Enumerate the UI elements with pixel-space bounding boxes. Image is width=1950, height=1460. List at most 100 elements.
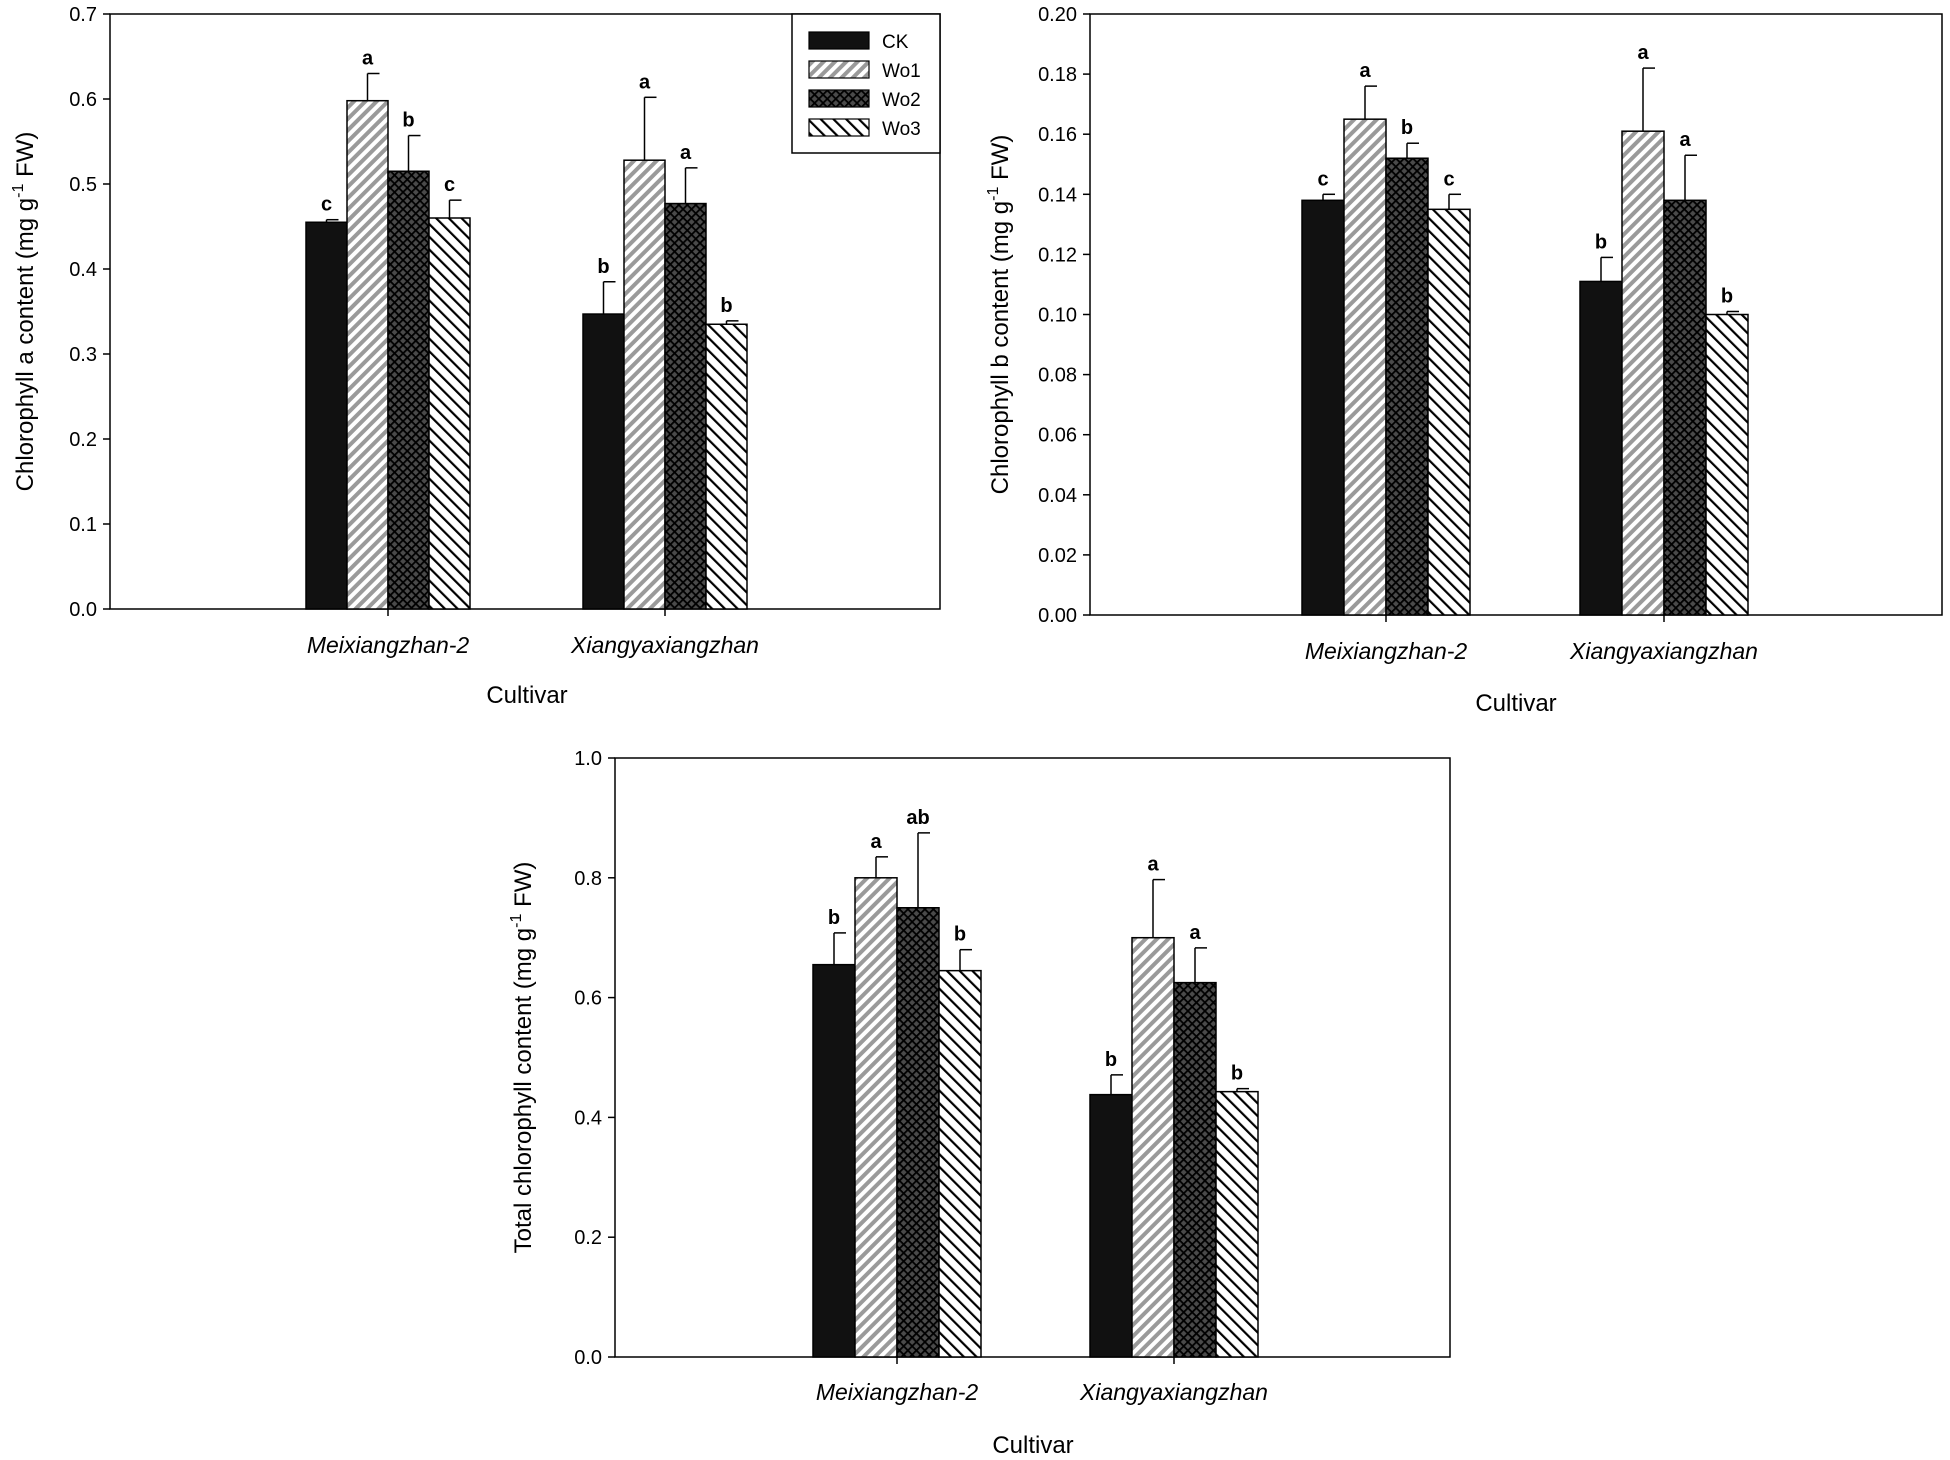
category-label: Xiangyaxiangzhan: [570, 632, 759, 658]
category-label: Xiangyaxiangzhan: [1079, 1379, 1268, 1405]
bar-ck: [1089, 1093, 1133, 1358]
significance-label: a: [870, 831, 882, 853]
x-axis-title: Cultivar: [1475, 690, 1556, 717]
category-label: Meixiangzhan-2: [1305, 638, 1468, 664]
significance-label: a: [680, 142, 692, 164]
y-tick-label: 0.02: [1038, 545, 1077, 567]
y-tick-label: 0.00: [1038, 605, 1077, 627]
y-tick-label: 0.6: [574, 988, 602, 1010]
y-tick-label: 0.1: [69, 514, 97, 536]
significance-label: b: [720, 295, 732, 317]
panel-chlorophyll-a: 0.0 0.1 0.2 0.3 0.4 0.5 0.6 0.7 Meixiangzhan-2 c a…: [10, 4, 941, 709]
y-axis-title-superscript: -1: [508, 914, 525, 928]
legend: CK Wo1 Wo2 Wo3: [791, 13, 941, 154]
bar-wo3: [1215, 1090, 1259, 1358]
bar-ck: [1579, 280, 1623, 616]
category-label: Meixiangzhan-2: [816, 1379, 979, 1405]
significance-label: c: [444, 174, 455, 196]
legend-swatch-wo2: [808, 89, 870, 108]
legend-swatch-ck: [808, 31, 870, 50]
significance-label: b: [1231, 1063, 1243, 1085]
significance-label: ab: [906, 807, 929, 829]
y-axis-title-unit: FW): [510, 862, 537, 914]
category-label: Xiangyaxiangzhan: [1569, 638, 1758, 664]
y-axis-title-unit: FW): [12, 132, 39, 184]
legend-label-wo2: Wo2: [882, 90, 921, 111]
significance-label: a: [1147, 854, 1159, 876]
legend-label-wo1: Wo1: [882, 61, 921, 82]
bar-ck: [1301, 199, 1345, 616]
y-tick-label: 0.6: [69, 89, 97, 111]
y-axis-title-main: Chlorophyll b content (mg g: [987, 201, 1014, 494]
y-tick-label: 0.04: [1038, 485, 1077, 507]
bar-wo2: [1385, 157, 1429, 616]
y-axis-title-superscript: -1: [985, 187, 1002, 201]
y-tick-label: 0.7: [69, 4, 97, 26]
y-tick-label: 0.3: [69, 344, 97, 366]
panel-total-chlorophyll: 0.00.20.40.60.81.0Meixiangzhan-2baabbXia…: [508, 748, 1451, 1459]
plot-frame: [109, 13, 941, 610]
y-tick-label: 0.4: [574, 1107, 602, 1129]
y-tick-label: 0.4: [69, 259, 97, 281]
significance-label: b: [597, 256, 609, 278]
y-tick-label: 0.10: [1038, 305, 1077, 327]
significance-label: b: [1105, 1049, 1117, 1071]
significance-label: c: [1443, 168, 1454, 190]
bar-wo3: [705, 323, 748, 610]
bar-ck: [812, 963, 856, 1358]
y-tick-label: 0.5: [69, 174, 97, 196]
bar-wo2: [1173, 981, 1217, 1358]
significance-label: b: [954, 924, 966, 946]
y-tick-label: 0.0: [69, 599, 97, 621]
significance-label: a: [362, 48, 374, 70]
bar-wo2: [387, 170, 430, 610]
y-axis-title-unit: FW): [987, 135, 1014, 187]
bar-wo3: [428, 217, 471, 610]
y-tick-label: 0.16: [1038, 124, 1077, 146]
y-tick-label: 0.14: [1038, 184, 1077, 206]
bar-wo3: [938, 969, 982, 1358]
bar-wo1: [346, 99, 389, 610]
y-axis-title: Chlorophyll b content (mg g-1 FW): [985, 135, 1014, 495]
y-tick-label: 0.0: [574, 1347, 602, 1369]
significance-label: a: [1637, 42, 1649, 64]
y-tick-label: 0.12: [1038, 244, 1077, 266]
bar-ck: [582, 313, 625, 610]
y-tick-label: 1.0: [574, 748, 602, 770]
bar-wo1: [1343, 118, 1387, 616]
significance-label: a: [1359, 60, 1371, 82]
category-label: Meixiangzhan-2: [307, 632, 470, 658]
plot-frame: [1089, 13, 1943, 616]
bar-wo3: [1427, 208, 1471, 616]
bar-ck: [305, 221, 348, 610]
y-tick-label: 0.08: [1038, 365, 1077, 387]
legend-label-ck: CK: [882, 32, 909, 53]
significance-label: b: [1595, 231, 1607, 253]
y-axis-title-superscript: -1: [10, 184, 27, 198]
y-axis-title-main: Total chlorophyll content (mg g: [510, 928, 537, 1254]
legend-swatch-wo1: [808, 60, 870, 79]
bar-wo2: [664, 202, 707, 610]
y-tick-label: 0.2: [574, 1227, 602, 1249]
bar-wo1: [854, 877, 898, 1358]
bar-wo3: [1705, 313, 1749, 616]
y-tick-label: 0.06: [1038, 425, 1077, 447]
plot-frame: [614, 757, 1451, 1358]
significance-label: b: [828, 907, 840, 929]
bar-wo1: [1131, 936, 1175, 1358]
bar-wo2: [1663, 199, 1707, 616]
significance-label: b: [1401, 117, 1413, 139]
significance-label: c: [321, 194, 332, 216]
bar-wo1: [1621, 130, 1665, 616]
y-tick-label: 0.2: [69, 429, 97, 451]
x-axis-title: Cultivar: [992, 1432, 1073, 1459]
y-axis-title: Chlorophyll a content (mg g-1 FW): [10, 132, 39, 492]
legend-swatch-wo3: [808, 118, 870, 137]
significance-label: c: [1317, 168, 1328, 190]
bar-wo2: [896, 907, 940, 1358]
y-tick-label: 0.20: [1038, 4, 1077, 26]
significance-label: a: [1679, 129, 1691, 151]
y-tick-label: 0.18: [1038, 64, 1077, 86]
panel-chlorophyll-b: 0.00 0.02 0.04 0.06 0.08 0.10 0.12 0.14 0.16 0.18…: [985, 4, 1943, 717]
